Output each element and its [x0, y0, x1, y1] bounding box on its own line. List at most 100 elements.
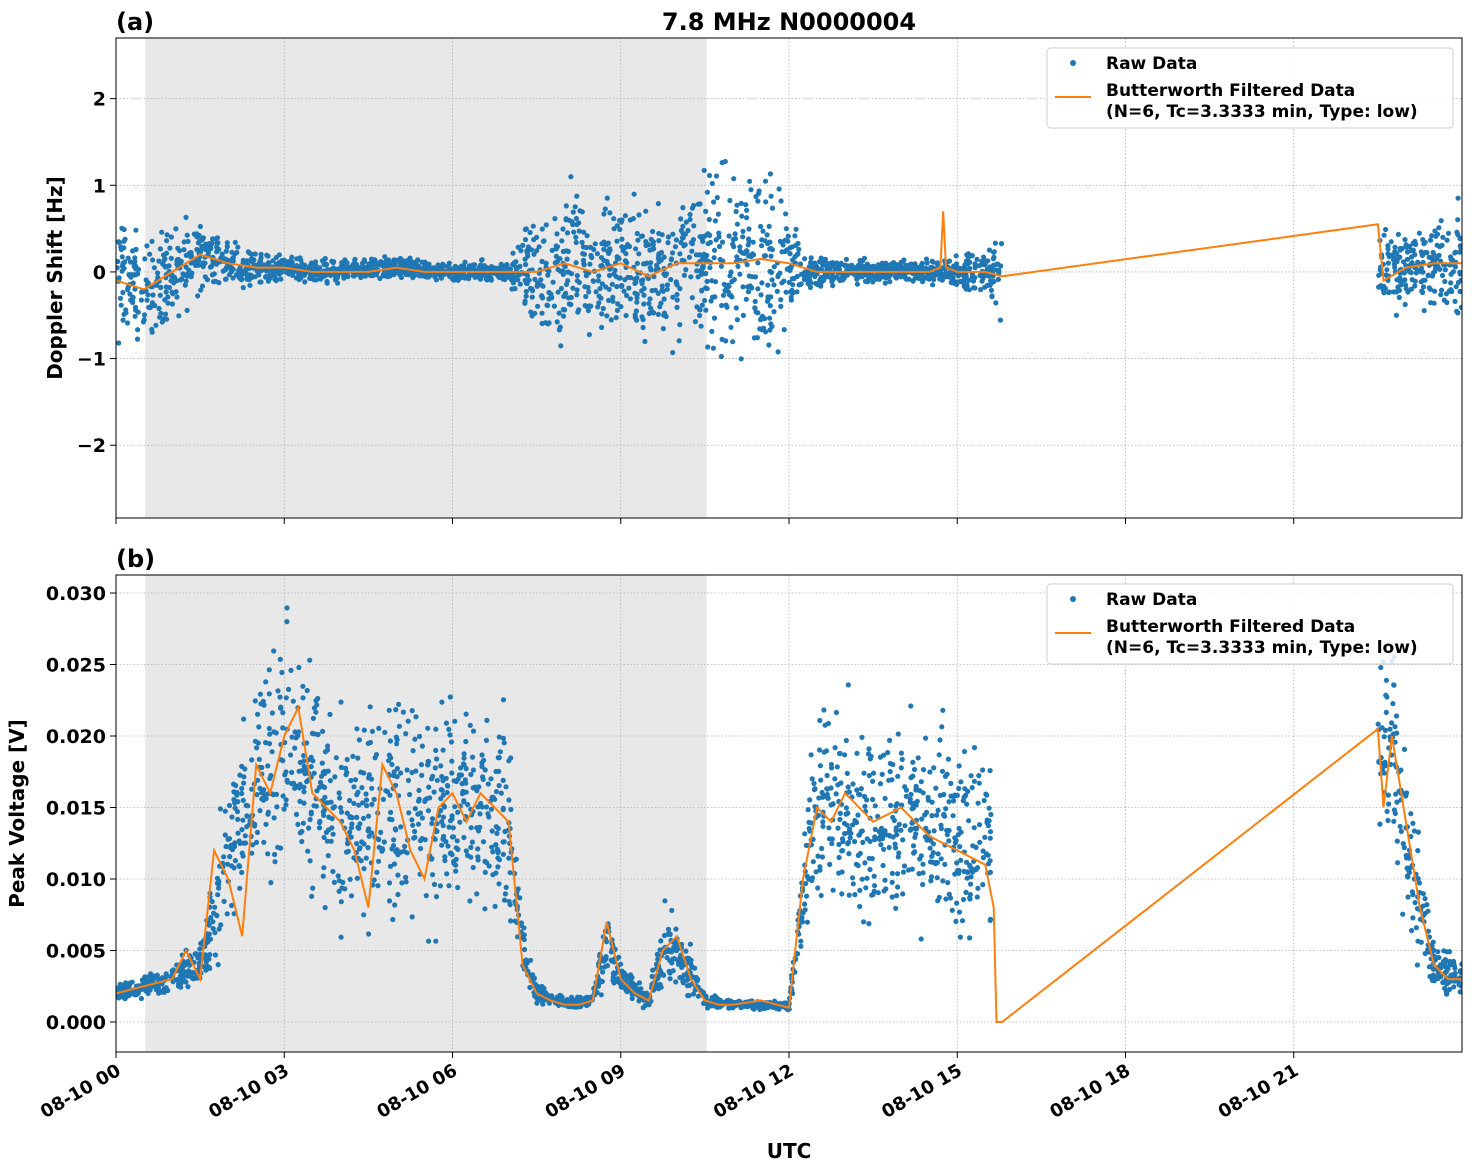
raw-data-point: [1438, 218, 1444, 224]
raw-data-point: [701, 167, 707, 173]
raw-data-point: [869, 856, 875, 862]
raw-data-point: [1401, 270, 1407, 276]
raw-data-point: [574, 193, 580, 199]
raw-data-point: [821, 749, 827, 755]
raw-data-point: [967, 892, 974, 898]
raw-data-point: [702, 233, 708, 239]
raw-data-point: [650, 239, 657, 245]
raw-data-point: [911, 766, 918, 773]
raw-data-point: [980, 848, 986, 854]
raw-data-point: [529, 247, 535, 253]
raw-data-point: [989, 294, 995, 300]
raw-data-point: [491, 265, 497, 271]
raw-data-point: [452, 263, 458, 269]
raw-data-point: [816, 747, 823, 753]
raw-data-point: [771, 282, 777, 288]
raw-data-point: [699, 287, 705, 293]
raw-data-point: [439, 773, 445, 780]
raw-data-point: [877, 265, 883, 271]
raw-data-point: [549, 247, 555, 253]
raw-data-point: [126, 272, 132, 278]
raw-data-point: [239, 869, 245, 876]
raw-data-point: [539, 226, 545, 232]
raw-data-point: [232, 840, 238, 846]
raw-data-point: [1457, 271, 1462, 277]
raw-data-point: [344, 756, 350, 763]
raw-data-point: [183, 278, 189, 284]
raw-data-point: [163, 250, 170, 256]
raw-data-point: [254, 268, 260, 274]
raw-data-point: [969, 785, 975, 791]
raw-data-point: [202, 260, 208, 266]
raw-data-point: [363, 797, 370, 803]
raw-data-point: [376, 836, 382, 842]
raw-data-point: [628, 275, 634, 281]
raw-data-point: [489, 828, 495, 834]
raw-data-point: [995, 276, 1002, 282]
raw-data-point: [520, 242, 526, 248]
raw-data-point: [1410, 892, 1416, 898]
raw-data-point: [808, 259, 814, 266]
raw-data-point: [840, 276, 847, 282]
raw-data-point: [338, 934, 344, 940]
raw-data-point: [432, 765, 438, 771]
raw-data-point: [470, 728, 477, 734]
raw-data-point: [534, 996, 541, 1002]
raw-data-point: [670, 350, 676, 356]
raw-data-point: [902, 823, 908, 829]
raw-data-point: [828, 802, 834, 808]
raw-data-point: [361, 912, 367, 918]
raw-data-point: [210, 236, 216, 242]
raw-data-point: [183, 264, 189, 270]
raw-data-point: [975, 800, 981, 806]
raw-data-point: [575, 309, 581, 315]
raw-data-point: [629, 980, 635, 986]
raw-data-point: [532, 276, 538, 282]
raw-data-point: [495, 850, 501, 856]
raw-data-point: [300, 683, 306, 689]
raw-data-point: [145, 292, 151, 298]
raw-data-point: [400, 709, 406, 715]
raw-data-point: [659, 287, 665, 293]
raw-data-point: [875, 890, 881, 896]
panel-label: (b): [116, 545, 155, 573]
raw-data-point: [117, 295, 123, 301]
raw-data-point: [661, 296, 667, 302]
raw-data-point: [116, 239, 122, 245]
raw-data-point: [188, 249, 194, 256]
raw-data-point: [1455, 217, 1461, 223]
raw-data-point: [732, 236, 739, 242]
raw-data-point: [268, 880, 274, 886]
raw-data-point: [240, 817, 246, 823]
raw-data-point: [197, 946, 203, 952]
legend-filtered-label: Butterworth Filtered Data: [1106, 617, 1355, 637]
raw-data-point: [1413, 925, 1419, 931]
raw-data-point: [284, 619, 290, 625]
raw-data-point: [836, 870, 842, 876]
raw-data-point: [948, 780, 954, 787]
x-tick-label: 08-10 03: [205, 1060, 292, 1123]
raw-data-point: [343, 765, 349, 772]
raw-data-point: [270, 258, 276, 264]
raw-data-point: [307, 858, 313, 864]
raw-data-point: [674, 291, 680, 298]
raw-data-point: [852, 272, 858, 278]
raw-data-point: [678, 227, 685, 234]
raw-data-point: [743, 296, 749, 302]
raw-data-point: [924, 260, 930, 266]
raw-data-point: [606, 272, 613, 279]
raw-data-point: [254, 792, 260, 798]
raw-data-point: [664, 286, 670, 292]
raw-data-point: [452, 718, 458, 724]
raw-data-point: [621, 288, 627, 294]
raw-data-point: [745, 289, 752, 295]
raw-data-point: [493, 870, 499, 876]
raw-data-point: [148, 984, 154, 990]
raw-data-point: [791, 275, 797, 282]
raw-data-point: [135, 271, 141, 277]
raw-data-point: [983, 791, 989, 797]
raw-data-point: [808, 752, 814, 758]
raw-data-point: [1383, 677, 1389, 683]
raw-data-point: [900, 891, 906, 897]
raw-data-point: [604, 258, 610, 264]
